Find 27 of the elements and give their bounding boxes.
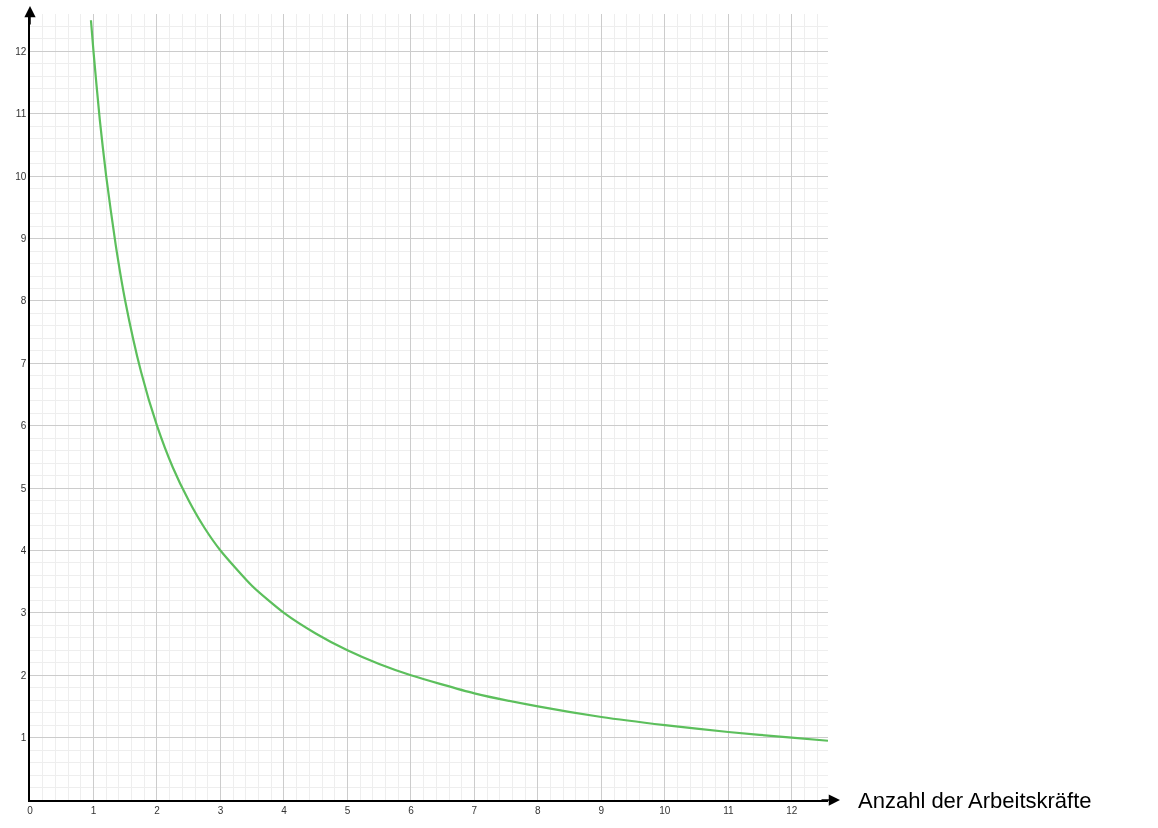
y-tick-label: 4 [20,544,27,556]
x-tick-label: 6 [408,804,415,816]
x-tick-label: 8 [535,804,542,816]
y-tick-label: 3 [20,607,27,619]
y-tick-label: 8 [20,295,27,307]
x-tick-label: 1 [90,804,97,816]
x-tick-label: 12 [786,804,798,816]
x-tick-label: 3 [217,804,224,816]
y-tick-label: 2 [20,669,27,681]
x-tick-label: 2 [154,804,161,816]
x-tick-label: 7 [471,804,478,816]
y-tick-label: 1 [20,732,27,744]
y-tick-label: 11 [15,108,27,120]
x-tick-label: 9 [598,804,605,816]
y-tick-label: 12 [15,45,27,57]
y-tick-label: 10 [15,170,27,182]
y-tick-label: 6 [20,420,27,432]
x-tick-label: 5 [344,804,351,816]
y-tick-label: 7 [20,357,27,369]
x-tick-label: 10 [659,804,671,816]
x-tick-label: 11 [723,804,734,816]
y-tick-label: 5 [20,482,27,494]
x-tick-label: 0 [27,804,34,816]
line-series [89,19,828,742]
y-tick-label: 9 [20,233,27,245]
x-tick-label: 4 [281,804,288,816]
x-axis-title: Anzahl der Arbeitskräfte [858,788,1092,813]
